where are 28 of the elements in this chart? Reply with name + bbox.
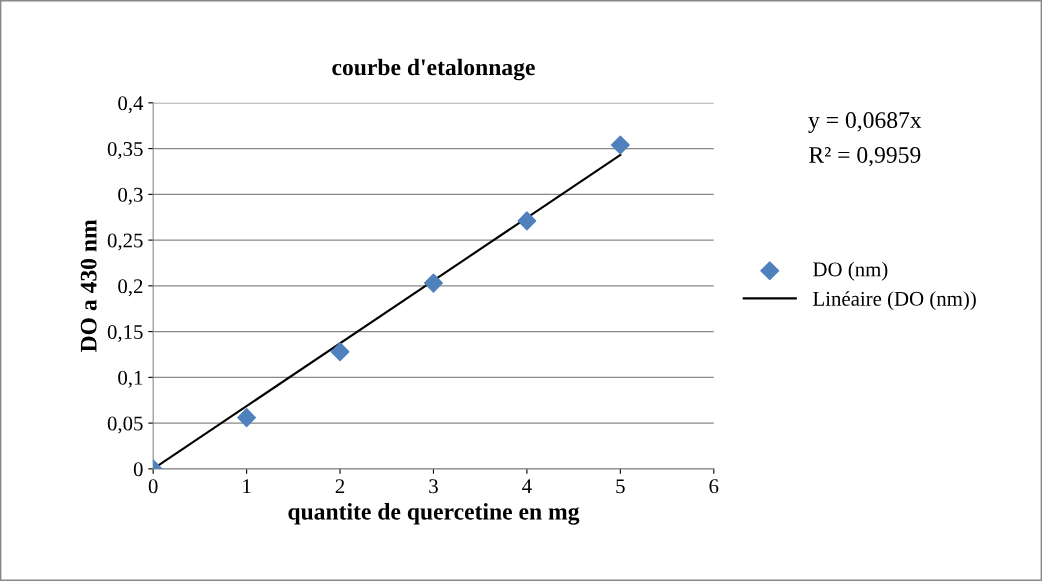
y-tick-label: 0,1 [118,370,143,388]
point [330,342,350,362]
y-tick-label: 0 [133,462,143,477]
y-axis-title: DO a 430 nm [80,219,97,353]
x-tick-label: 3 [429,479,438,494]
point [610,135,630,155]
x-tick-label: 5 [616,479,625,494]
chart-title: courbe d'etalonnage [332,58,535,81]
legend-label: DO (nm) [813,261,888,281]
y-tick-label: 0,15 [107,324,143,343]
y-tick-label: 0,3 [118,187,143,205]
y-tick-label: 0,25 [107,233,143,251]
x-tick-label: 0 [148,479,158,494]
x-tick-label: 2 [335,479,345,494]
point [517,211,537,231]
text: y = 0,0687x [808,112,922,133]
point [423,273,443,293]
point [237,408,257,428]
x-tick-label: 4 [522,479,532,494]
y-tick-label: 0,35 [107,141,143,160]
x-tick-label: 1 [243,479,251,494]
legend-label: Linéaire (DO (nm)) [813,291,976,311]
y-tick-label: 0,2 [118,279,143,297]
text: R² = 0,9959 [809,146,921,167]
x-tick-label: 6 [709,479,719,494]
y-tick-label: 0,4 [118,96,144,114]
y-tick-label: 0,05 [107,416,143,434]
x-axis-title: quantite de quercetine en mg [288,503,580,525]
